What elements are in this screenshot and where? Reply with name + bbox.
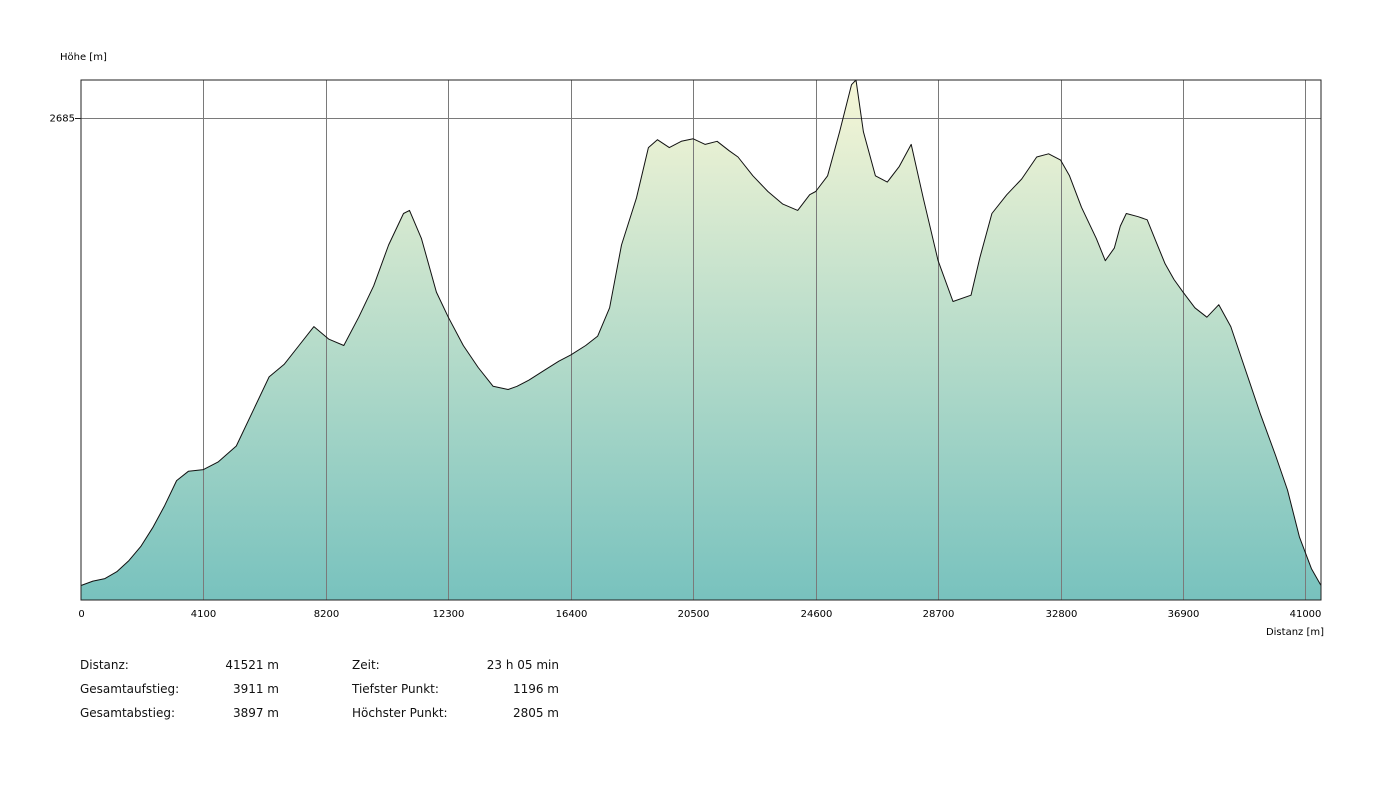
x-tick-label: 12300: [433, 609, 465, 620]
x-tick-label: 24600: [801, 609, 833, 620]
stat-time-value: 23 h 05 min: [486, 658, 559, 672]
stat-distance-value: 41521 m: [225, 658, 279, 672]
y-tick-label: 2685: [50, 114, 75, 125]
stat-total-ascent-value: 3911 m: [232, 682, 279, 696]
x-tick-label: 41000: [1290, 609, 1322, 620]
elevation-line: [80, 79, 1322, 586]
stat-lowest-point-label: Tiefster Punkt:: [352, 682, 439, 696]
stat-total-descent-value: 3897 m: [232, 706, 279, 720]
plot-frame: [80, 79, 1322, 601]
stat-total-ascent-label: Gesamtaufstieg:: [80, 682, 180, 696]
stat-highest-point-label: Höchster Punkt:: [352, 706, 448, 720]
y-axis-title: Höhe [m]: [60, 52, 107, 63]
stat-distance-label: Distanz:: [80, 658, 129, 672]
stat-highest-point-value: 2805 m: [512, 706, 559, 720]
x-tick-label: 36900: [1168, 609, 1200, 620]
stat-total-descent-label: Gesamtabstieg:: [80, 706, 175, 720]
elevation-area: [81, 80, 1321, 600]
x-tick-label: 20500: [678, 609, 710, 620]
x-tick-label: 28700: [923, 609, 955, 620]
x-axis-title: Distanz [m]: [1266, 627, 1324, 638]
stat-time-label: Zeit:: [352, 658, 380, 672]
x-tick-label: 16400: [556, 609, 588, 620]
x-tick-label: 0: [78, 609, 84, 620]
x-tick-label: 4100: [191, 609, 216, 620]
x-tick-label: 8200: [314, 609, 339, 620]
stat-lowest-point-value: 1196 m: [512, 682, 559, 696]
x-tick-label: 32800: [1046, 609, 1078, 620]
